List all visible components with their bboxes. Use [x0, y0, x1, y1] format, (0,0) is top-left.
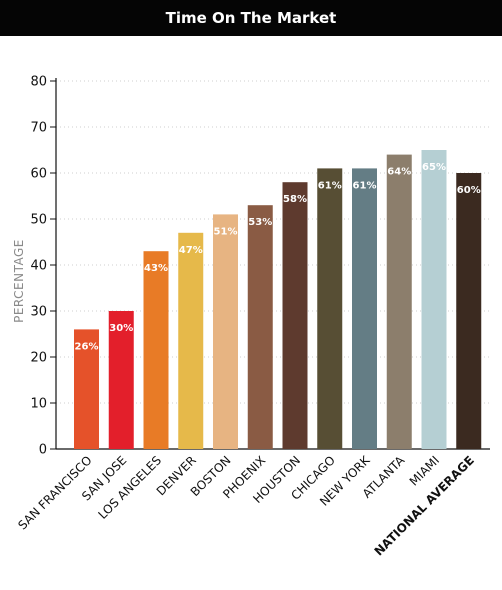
bar — [386, 154, 412, 449]
y-tick-label: 40 — [30, 259, 47, 274]
bar — [317, 168, 343, 449]
bar — [247, 205, 273, 449]
y-tick-label: 80 — [30, 75, 47, 90]
data-label: 60% — [457, 185, 481, 196]
data-label: 47% — [179, 245, 203, 256]
data-label: 65% — [422, 162, 446, 173]
bar — [143, 251, 169, 449]
bar — [213, 214, 238, 449]
data-label: 30% — [109, 323, 133, 334]
bar — [456, 173, 482, 449]
bars: 26% 30% 43% 47% 51% 53% 58% 61% 61% 64% 65% 60% — [74, 150, 482, 449]
bar-chart: 0 10 20 30 40 50 60 70 80 26% 30% 43% 47% 51% 53% 58% 6… — [12, 75, 490, 559]
y-tick-label: 0 — [39, 443, 47, 458]
data-label: 58% — [283, 194, 307, 205]
bar — [282, 182, 308, 449]
y-tick-label: 60 — [30, 167, 47, 182]
bar — [352, 168, 377, 449]
bar — [108, 311, 134, 449]
data-label: 53% — [248, 217, 272, 228]
y-tick-label: 30 — [30, 305, 47, 320]
data-label: 26% — [75, 341, 99, 352]
bar — [74, 329, 99, 449]
y-tick-label: 20 — [30, 351, 47, 366]
axes: 0 10 20 30 40 50 60 70 80 — [30, 75, 490, 458]
data-label: 51% — [214, 226, 238, 237]
y-tick-label: 10 — [30, 397, 47, 412]
y-axis-label: PERCENTAGE — [12, 239, 26, 323]
data-label: 64% — [387, 167, 411, 178]
data-label: 61% — [318, 180, 342, 191]
y-tick-label: 50 — [30, 213, 47, 228]
data-label: 43% — [144, 263, 168, 274]
y-tick-label: 70 — [30, 121, 47, 136]
bar — [178, 232, 204, 449]
data-label: 61% — [353, 180, 377, 191]
bar — [421, 150, 447, 449]
chart-title: Time On The Market — [0, 0, 502, 36]
